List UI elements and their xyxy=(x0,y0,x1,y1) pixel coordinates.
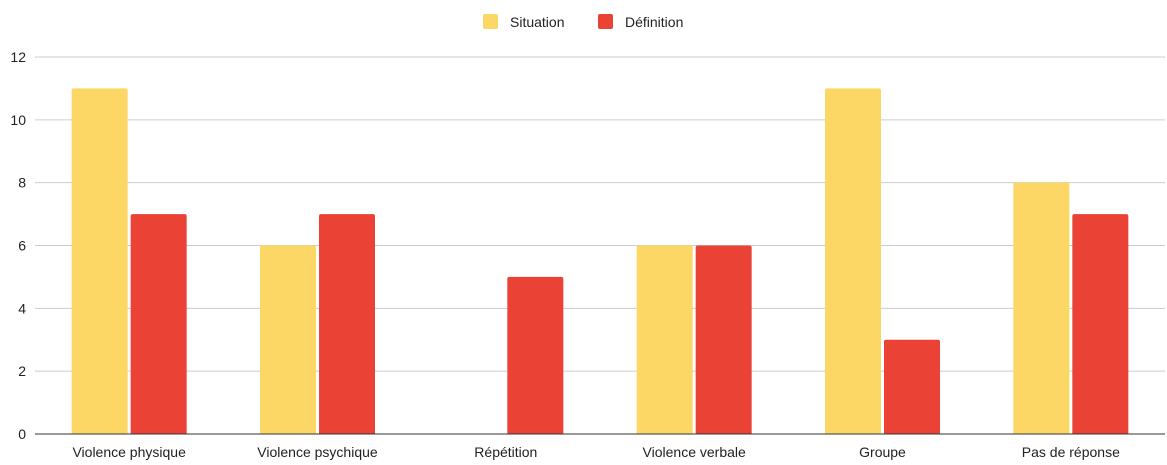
bars xyxy=(71,88,1129,435)
bar-definition xyxy=(319,214,375,434)
x-tick-label: Répétition xyxy=(474,444,537,460)
x-tick-label: Pas de réponse xyxy=(1022,444,1120,460)
legend-swatch-definition xyxy=(598,14,613,29)
legend-label-definition: Définition xyxy=(625,14,683,30)
x-tick-label: Violence verbale xyxy=(643,444,746,460)
x-tick-label: Groupe xyxy=(859,444,906,460)
y-axis-ticks: 0 2 4 6 8 10 12 xyxy=(10,49,26,442)
y-tick-label: 0 xyxy=(18,426,26,442)
y-tick-label: 2 xyxy=(18,363,26,379)
bar-situation xyxy=(71,88,128,435)
bar-situation xyxy=(636,245,693,434)
y-tick-label: 10 xyxy=(10,112,26,128)
y-tick-label: 4 xyxy=(18,300,26,316)
bar-situation xyxy=(260,245,316,434)
legend-label-situation: Situation xyxy=(510,14,564,30)
bar-definition xyxy=(695,245,752,434)
bar-definition xyxy=(884,339,940,434)
x-tick-label: Violence physique xyxy=(72,444,186,460)
bar-situation xyxy=(1013,182,1070,434)
gridlines xyxy=(35,56,1165,372)
legend-swatch-situation xyxy=(483,14,498,29)
bar-definition xyxy=(507,276,564,434)
y-tick-label: 12 xyxy=(10,49,26,65)
y-tick-label: 8 xyxy=(18,175,26,191)
x-tick-label: Violence psychique xyxy=(257,444,378,460)
legend: Situation Définition xyxy=(483,14,683,30)
bar-situation xyxy=(825,88,881,435)
bar-definition xyxy=(1072,214,1129,434)
y-tick-label: 6 xyxy=(18,238,26,254)
bar-definition xyxy=(130,214,187,434)
x-axis-labels: Violence physique Violence psychique Répét… xyxy=(72,444,1120,460)
